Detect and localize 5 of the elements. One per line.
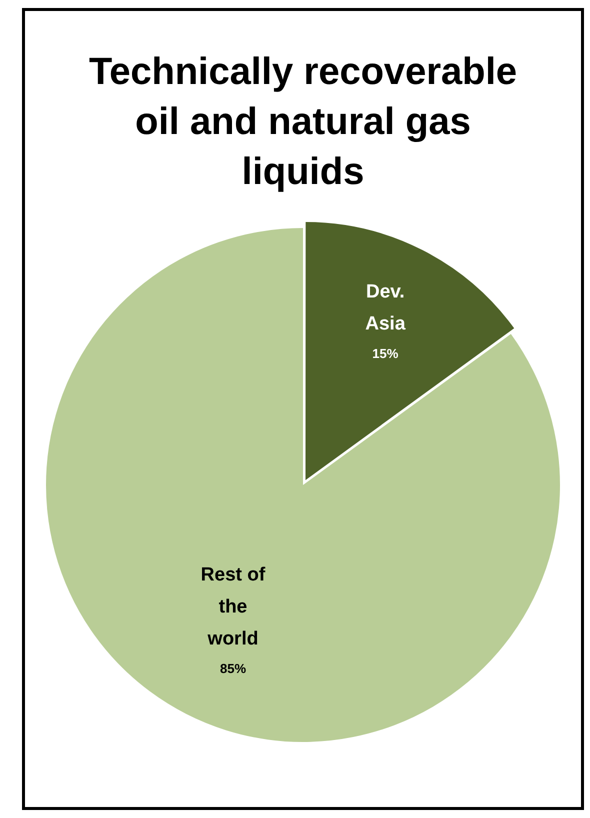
slice-label: Rest of the world <box>200 564 266 650</box>
chart-title: Technically recoverable oil and natural gas liquids <box>88 50 518 195</box>
data-label: 85% <box>220 660 246 676</box>
data-label: 15% <box>372 346 399 362</box>
slice-label: Dev. Asia <box>365 282 406 335</box>
